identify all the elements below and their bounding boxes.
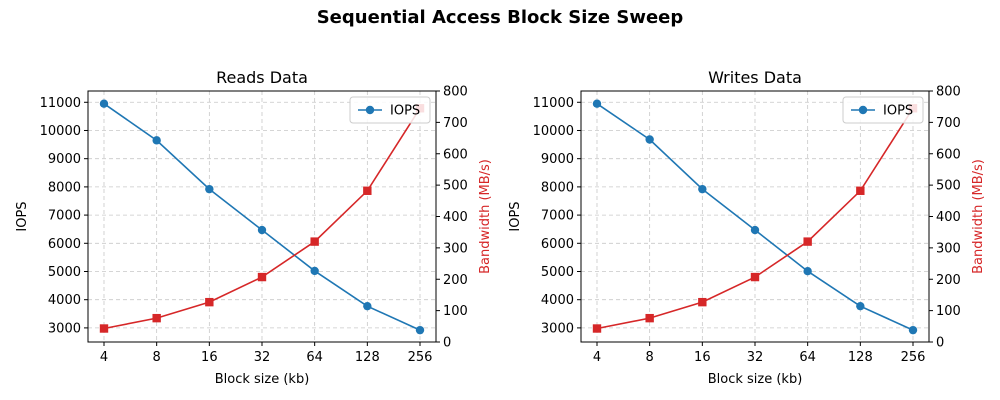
y-tick-label: 4000 <box>48 293 81 308</box>
y-tick-label: 8000 <box>541 180 574 195</box>
iops-point <box>415 325 425 335</box>
bandwidth-point <box>750 272 760 282</box>
iops-point <box>856 301 865 311</box>
y-tick-label: 9000 <box>541 152 574 167</box>
iops-point <box>205 184 214 194</box>
figure-title: Sequential Access Block Size Sweep <box>317 7 684 28</box>
y-right-tick-label: 300 <box>936 241 961 256</box>
y-tick-label: 11000 <box>40 96 81 111</box>
chart-title: Reads Data <box>216 68 308 87</box>
y-right-tick-label: 800 <box>443 85 468 100</box>
x-tick-label: 64 <box>799 350 816 365</box>
legend-box <box>349 96 431 124</box>
bandwidth-point <box>257 272 267 282</box>
y-right-tick-label: 600 <box>936 147 961 162</box>
x-tick-label: 256 <box>901 350 926 365</box>
y-right-tick-label: 0 <box>936 336 944 351</box>
bandwidth-point <box>363 186 372 195</box>
chart-panel-writes: 4 8 16 32 64 128 25630004000500060007000800090… <box>508 68 986 387</box>
y-right-tick-label: 500 <box>936 179 961 194</box>
legend-label-iops: IOPS <box>883 104 913 119</box>
y-tick-label: 11000 <box>533 96 574 111</box>
y-right-tick-label: 400 <box>936 210 961 225</box>
y-right-tick-label: 100 <box>936 304 961 319</box>
y-tick-label: 3000 <box>541 321 574 336</box>
bandwidth-point <box>645 313 654 323</box>
bandwidth-point <box>99 324 109 333</box>
iops-point <box>310 266 319 276</box>
y-tick-label: 7000 <box>541 209 574 224</box>
y-right-tick-label: 200 <box>443 273 468 288</box>
y-right-axis-label: Bandwidth (MB/s) <box>971 159 986 274</box>
y-right-tick-label: 0 <box>443 336 451 351</box>
iops-point <box>363 301 372 311</box>
x-tick-label: 128 <box>355 350 380 365</box>
x-tick-label: 16 <box>201 350 218 365</box>
y-tick-label: 10000 <box>40 124 81 139</box>
y-tick-label: 3000 <box>48 321 81 336</box>
bandwidth-point <box>803 237 812 246</box>
y-right-tick-label: 600 <box>443 147 468 162</box>
y-right-tick-label: 100 <box>443 304 468 319</box>
iops-point <box>645 135 654 144</box>
x-tick-label: 256 <box>408 350 433 365</box>
iops-point <box>99 99 109 108</box>
y-right-tick-label: 400 <box>443 210 468 225</box>
bandwidth-point <box>856 186 865 195</box>
iops-point <box>698 184 707 194</box>
bandwidth-point <box>205 297 214 307</box>
y-right-tick-label: 800 <box>936 85 961 100</box>
x-tick-label: 8 <box>646 350 654 365</box>
y-tick-label: 5000 <box>48 265 81 280</box>
x-tick-label: 4 <box>593 350 601 365</box>
x-tick-label: 4 <box>100 350 108 365</box>
x-axis-label: Block size (kb) <box>708 372 803 387</box>
bandwidth-point <box>592 324 602 333</box>
iops-point <box>152 136 161 145</box>
y-axis-label: IOPS <box>508 201 523 231</box>
y-tick-label: 7000 <box>48 209 81 224</box>
iops-point <box>750 225 760 235</box>
y-axis-label: IOPS <box>15 201 30 231</box>
iops-point <box>908 325 918 335</box>
legend-label-iops: IOPS <box>390 104 420 119</box>
y-tick-label: 8000 <box>48 180 81 195</box>
y-tick-label: 10000 <box>533 124 574 139</box>
legend-marker-iops <box>858 105 868 115</box>
bandwidth-point <box>152 313 161 323</box>
iops-point <box>592 99 602 108</box>
chart-panel-reads: 4 8 16 32 64 128 25630004000500060007000800090… <box>15 68 493 387</box>
x-tick-label: 32 <box>254 350 271 365</box>
legend-box <box>842 96 924 124</box>
x-tick-label: 16 <box>694 350 711 365</box>
bandwidth-point <box>698 297 707 307</box>
y-tick-label: 9000 <box>48 152 81 167</box>
y-right-tick-label: 500 <box>443 179 468 194</box>
y-right-tick-label: 700 <box>443 116 468 131</box>
y-tick-label: 5000 <box>541 265 574 280</box>
x-tick-label: 64 <box>306 350 323 365</box>
iops-point <box>257 225 267 235</box>
bandwidth-point <box>310 237 319 246</box>
x-axis-label: Block size (kb) <box>215 372 310 387</box>
y-right-tick-label: 300 <box>443 241 468 256</box>
y-right-tick-label: 700 <box>936 116 961 131</box>
y-tick-label: 4000 <box>541 293 574 308</box>
y-tick-label: 6000 <box>48 237 81 252</box>
x-tick-label: 8 <box>153 350 161 365</box>
y-right-tick-label: 200 <box>936 273 961 288</box>
x-tick-label: 128 <box>848 350 873 365</box>
chart-title: Writes Data <box>708 68 802 87</box>
iops-point <box>803 267 812 276</box>
x-tick-label: 32 <box>747 350 764 365</box>
legend-marker-iops <box>365 105 375 115</box>
y-right-axis-label: Bandwidth (MB/s) <box>478 159 493 274</box>
y-tick-label: 6000 <box>541 237 574 252</box>
